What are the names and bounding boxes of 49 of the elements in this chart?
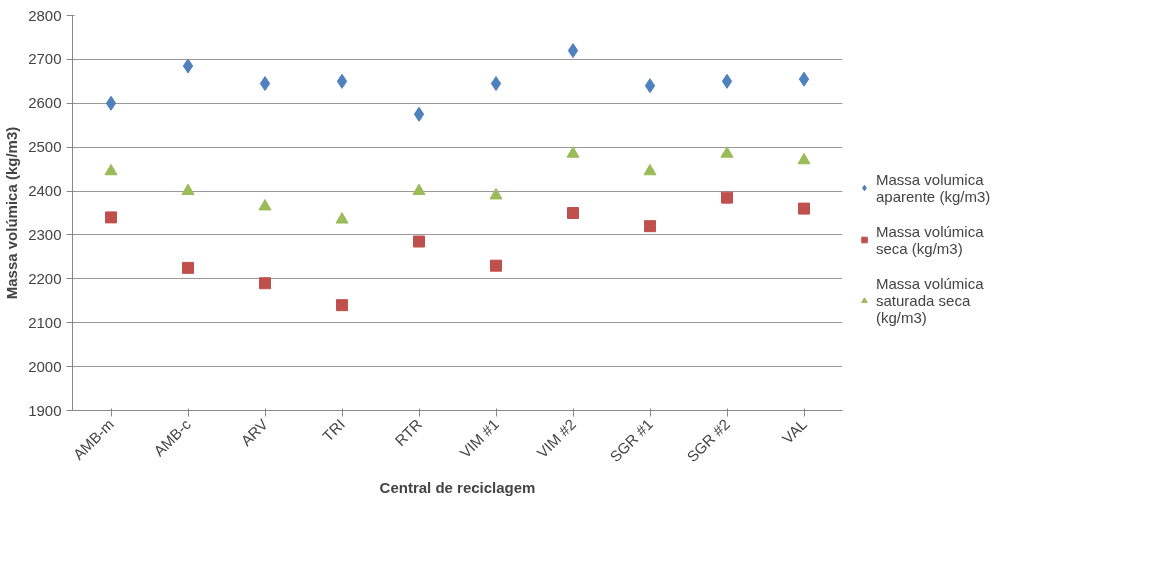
point <box>259 277 271 290</box>
x-tick-label: VAL <box>778 415 811 447</box>
point <box>567 207 579 219</box>
y-tick-label: 2800 <box>28 6 62 24</box>
legend-label: Massa volúmica saturada seca (kg/m3) <box>876 274 984 326</box>
y-tick-label: 2400 <box>28 182 62 200</box>
point <box>643 163 657 176</box>
point <box>798 202 810 215</box>
y-tick-label: 2700 <box>28 50 62 68</box>
x-axis-title: Central de reciclagem <box>379 479 536 497</box>
point <box>490 259 502 272</box>
point <box>412 183 426 196</box>
point <box>336 299 348 312</box>
point <box>644 220 656 233</box>
point <box>182 261 194 274</box>
point <box>489 188 503 200</box>
point <box>258 198 272 211</box>
x-tick-label: TRI <box>318 415 349 445</box>
point <box>105 211 117 224</box>
point <box>413 106 425 122</box>
y-tick-label: 2000 <box>28 357 62 375</box>
point <box>644 78 656 94</box>
point <box>335 212 349 224</box>
point <box>104 163 118 176</box>
y-tick-label: 2500 <box>28 138 62 156</box>
x-tick-label: VIM #2 <box>533 415 580 462</box>
y-tick-label: 2300 <box>28 225 62 243</box>
point <box>721 73 733 89</box>
point <box>798 71 810 87</box>
point <box>797 152 811 165</box>
point <box>566 146 580 158</box>
point <box>721 191 733 204</box>
legend-label: Massa volúmica seca (kg/m3) <box>876 222 984 257</box>
point <box>413 235 425 248</box>
point <box>490 76 502 92</box>
point <box>567 43 579 59</box>
point <box>181 183 195 196</box>
point <box>720 146 734 158</box>
y-tick-label: 2200 <box>28 269 62 287</box>
point <box>105 95 117 111</box>
legend-label: Massa volumica aparente (kg/m3) <box>876 170 991 205</box>
y-axis-title: Massa volúmica (kg/m3) <box>3 126 21 300</box>
point <box>259 76 271 92</box>
point <box>336 73 348 89</box>
y-tick-label: 1900 <box>28 401 62 419</box>
point <box>182 58 194 74</box>
y-tick-label: 2600 <box>28 94 62 112</box>
x-tick-label: VIM #1 <box>456 415 503 462</box>
y-tick-label: 2100 <box>28 313 62 331</box>
